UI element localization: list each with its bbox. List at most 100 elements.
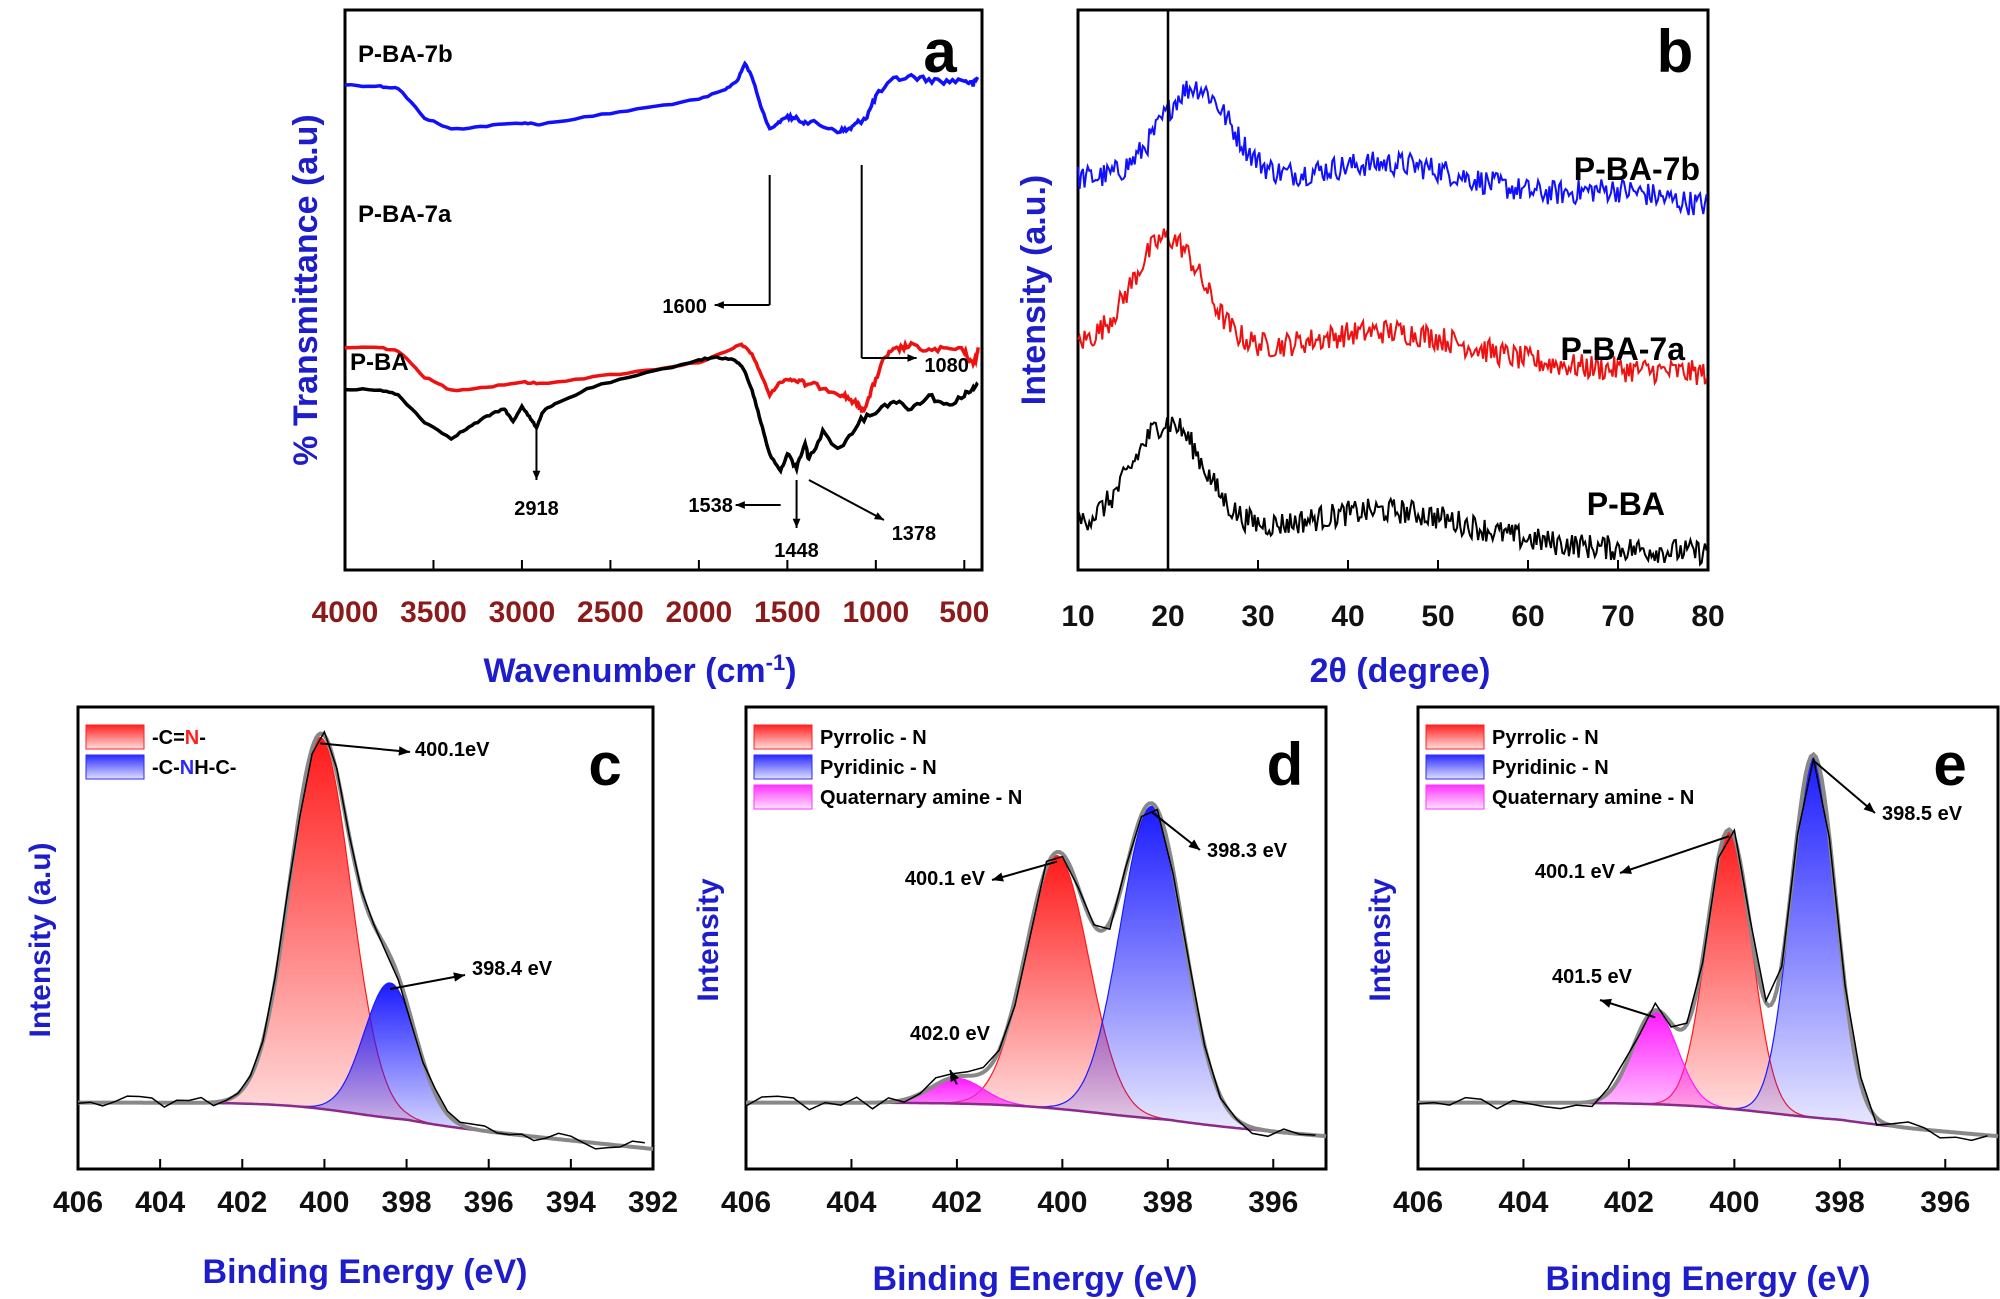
panel-d-plot bbox=[745, 801, 1327, 1139]
ann-1448: 1448 bbox=[774, 540, 819, 562]
panel-e: 406 404 402 400 398 396 e Binding Energy (eV)… bbox=[1364, 705, 2000, 1298]
tick-label-a-1: 3500 bbox=[400, 596, 467, 629]
panel-c-annotations: 400.1eV 398.4 eV bbox=[320, 739, 553, 990]
legend-label-c-1: -C-NH-C- bbox=[152, 757, 236, 779]
raw-data-c bbox=[77, 729, 645, 1150]
tick-label-c-7: 392 bbox=[628, 1186, 678, 1219]
tick-label-b-5: 60 bbox=[1511, 600, 1544, 633]
legend-swatch-d-2 bbox=[753, 784, 813, 810]
panel-d-legend: Pyrrolic - N Pyridinic - N Quaternary amin… bbox=[753, 724, 1022, 810]
panel-a-ylabel: % Transmittance (a.u) bbox=[287, 114, 325, 465]
ann-line-c-0 bbox=[320, 742, 411, 753]
panel-a-annotations: 2918 1538 1448 1378 1600 1080 bbox=[514, 296, 969, 562]
panel-d-ticks: 406 404 402 400 398 396 bbox=[721, 1159, 1298, 1219]
panel-d-annotations: 400.1 eV 398.3 eV 402.0 eV bbox=[905, 811, 1288, 1085]
tick-label-c-6: 394 bbox=[546, 1186, 596, 1219]
legend-label-d-2: Quaternary amine - N bbox=[820, 787, 1022, 809]
ann-2918: 2918 bbox=[514, 498, 559, 520]
raw-data-e bbox=[1417, 758, 1988, 1142]
tick-label-c-2: 402 bbox=[217, 1186, 267, 1219]
ann-line-e-0 bbox=[1619, 835, 1730, 874]
panel-c: 406 404 402 400 398 396 394 392 c Binding Energ… bbox=[24, 705, 678, 1291]
ann-1538: 1538 bbox=[688, 495, 733, 517]
panel-a-plot bbox=[344, 60, 980, 476]
series-line-a-1 bbox=[344, 338, 980, 413]
tick-label-c-5: 396 bbox=[464, 1186, 514, 1219]
legend-label-e-2: Quaternary amine - N bbox=[1492, 787, 1694, 809]
series-label-a-0: P-BA-7b bbox=[358, 41, 453, 68]
tick-label-c-4: 398 bbox=[382, 1186, 432, 1219]
panel-d: 406 404 402 400 398 396 d Binding Energy (eV)… bbox=[692, 705, 1328, 1298]
panel-b-plot bbox=[1077, 10, 1708, 570]
ann-label-e-1: 398.5 eV bbox=[1882, 803, 1963, 825]
series-label-a-2: P-BA bbox=[350, 349, 409, 376]
panel-d-frame bbox=[744, 705, 1328, 1171]
tick-label-b-0: 10 bbox=[1061, 600, 1094, 633]
panel-e-ticks: 406 404 402 400 398 396 bbox=[1393, 1159, 1970, 1219]
arrow-1378-line bbox=[808, 479, 885, 521]
legend-swatch-e-2 bbox=[1425, 784, 1485, 810]
series-line-b-1 bbox=[1077, 228, 1708, 387]
series-line-a-0 bbox=[344, 60, 980, 135]
tick-label-e-3: 400 bbox=[1709, 1186, 1759, 1219]
tick-label-c-1: 404 bbox=[135, 1186, 185, 1219]
panel-c-legend: -C=N- -C-NH-C- bbox=[85, 724, 236, 780]
panel-b-frame bbox=[1076, 8, 1710, 572]
ann-head-c-0 bbox=[398, 746, 410, 756]
panel-c-plot bbox=[77, 729, 654, 1151]
ann-label-e-2: 401.5 eV bbox=[1552, 966, 1633, 988]
tick-label-e-0: 406 bbox=[1393, 1186, 1443, 1219]
tick-label-e-1: 404 bbox=[1498, 1186, 1548, 1219]
ann-head-d-2 bbox=[950, 1070, 960, 1082]
legend-label-d-1: Pyridinic - N bbox=[820, 757, 937, 779]
panel-a-letter: a bbox=[923, 18, 957, 85]
series-line-b-2 bbox=[1077, 416, 1708, 567]
ann-label-d-2: 402.0 eV bbox=[910, 1023, 991, 1045]
ann-label-c-0: 400.1eV bbox=[415, 739, 490, 761]
tick-label-b-6: 70 bbox=[1601, 600, 1634, 633]
legend-label-e-0: Pyrrolic - N bbox=[1492, 727, 1599, 749]
legend-label-c-0: -C=N- bbox=[152, 727, 206, 749]
panel-e-plot bbox=[1417, 751, 1999, 1142]
tick-label-c-0: 406 bbox=[53, 1186, 103, 1219]
legend-swatch-e-0 bbox=[1425, 724, 1485, 750]
tick-label-a-4: 2000 bbox=[666, 596, 733, 629]
panel-e-legend: Pyrrolic - N Pyridinic - N Quaternary amin… bbox=[1425, 724, 1694, 810]
ann-line-d-0 bbox=[991, 860, 1058, 881]
arrow-2918-head bbox=[532, 470, 541, 480]
ann-head-c-1 bbox=[453, 972, 465, 982]
panel-e-letter: e bbox=[1933, 731, 1966, 798]
tick-label-a-0: 4000 bbox=[312, 596, 379, 629]
panel-b: 10 20 30 40 50 60 70 80 b P-BA-7b P-BA-7a P-BA … bbox=[1015, 8, 1725, 690]
envelope-d bbox=[746, 801, 1327, 1139]
series-line-a-2 bbox=[344, 355, 979, 476]
panel-c-ticks: 406 404 402 400 398 396 394 392 bbox=[53, 1159, 678, 1219]
tick-label-d-1: 404 bbox=[826, 1186, 876, 1219]
legend-swatch-e-1 bbox=[1425, 754, 1485, 780]
legend-swatch-d-1 bbox=[753, 754, 813, 780]
ann-line-c-1 bbox=[389, 974, 466, 990]
ann-label-c-1: 398.4 eV bbox=[472, 958, 553, 980]
ann-head-e-0 bbox=[1620, 865, 1632, 874]
legend-swatch-c-1 bbox=[85, 754, 145, 780]
panel-a-xlabel: Wavenumber (cm-1) bbox=[483, 650, 796, 690]
tick-label-e-5: 396 bbox=[1920, 1186, 1970, 1219]
tick-label-c-3: 400 bbox=[299, 1186, 349, 1219]
panel-b-ticks: 10 20 30 40 50 60 70 80 bbox=[1061, 560, 1725, 633]
ann-head-e-1 bbox=[1863, 802, 1875, 813]
arrow-1448-head bbox=[792, 518, 801, 528]
tick-label-a-2: 3000 bbox=[489, 596, 556, 629]
series-label-b-2: P-BA bbox=[1587, 486, 1665, 522]
panel-a-frame bbox=[343, 8, 984, 572]
legend-label-e-1: Pyridinic - N bbox=[1492, 757, 1609, 779]
arrow-1378-head bbox=[873, 512, 884, 520]
panel-d-letter: d bbox=[1267, 731, 1304, 798]
ann-head-d-1 bbox=[1188, 839, 1200, 850]
ann-label-e-0: 400.1 eV bbox=[1535, 861, 1616, 883]
legend-swatch-c-0 bbox=[85, 724, 145, 750]
legend-label-d-0: Pyrrolic - N bbox=[820, 727, 927, 749]
panel-e-ylabel: Intensity bbox=[1364, 878, 1397, 1002]
series-label-a-1: P-BA-7a bbox=[358, 201, 452, 228]
panel-d-ylabel: Intensity bbox=[692, 878, 725, 1002]
